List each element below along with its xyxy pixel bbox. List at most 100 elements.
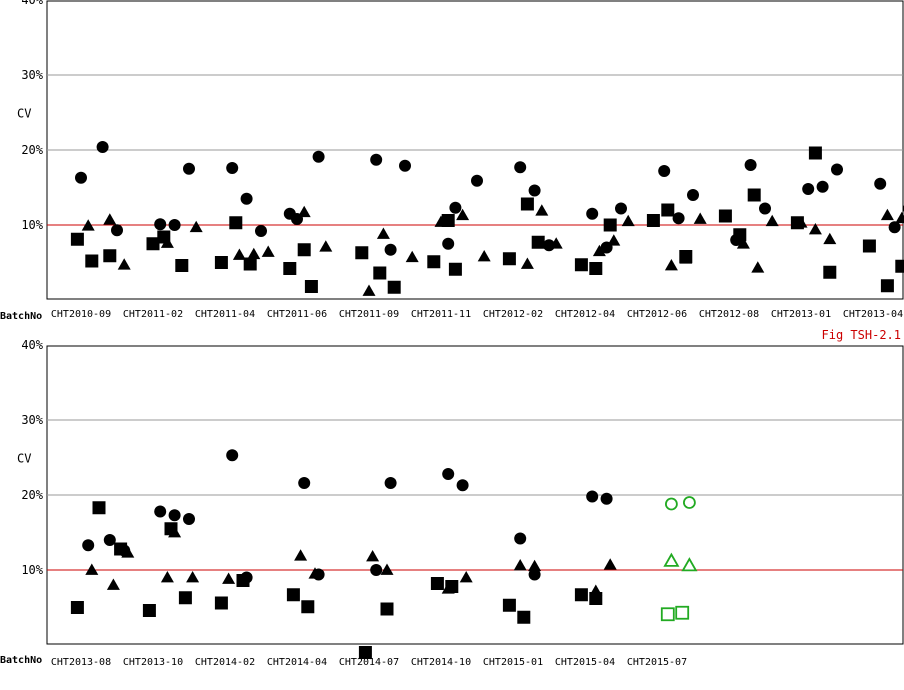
triangle-marker [880,208,894,221]
square-marker [70,232,84,246]
circle-marker [240,192,253,205]
triangle-marker [664,259,678,271]
x-tick-label: CHT2013-10 [123,657,183,668]
circle-marker [370,153,383,166]
circle-marker [384,243,397,256]
circle-marker [528,184,541,197]
square-marker [880,279,894,293]
circle-marker [111,224,123,237]
triangle-marker [222,572,236,584]
circle-marker [82,539,95,552]
chart-panel-1: 40% 30% 20% 10% CV BatchNo CHT2010-09 CHT2011-0… [0,0,904,342]
circle-marker [154,218,167,231]
triangle-marker [895,211,904,224]
triangle-marker [366,550,380,562]
square-marker [283,262,297,275]
circle-marker [399,159,411,172]
y-axis-label: CV [17,452,31,466]
triangle-marker [751,261,765,273]
x-tick-label: CHT2011-04 [195,309,255,320]
circle-marker [384,477,397,489]
circle-marker [298,477,311,489]
square-marker [646,214,660,227]
square-marker [387,280,401,294]
circle-marker [672,212,685,225]
square-marker [448,262,462,276]
square-marker [103,249,117,263]
triangle-marker [603,558,617,570]
square-marker [517,610,531,624]
circle-marker [888,221,901,234]
y-tick-label: 40% [21,0,43,7]
square-marker [243,257,257,271]
circle-marker [658,165,671,177]
y-tick-label: 20% [21,143,43,157]
triangle-marker [186,571,200,583]
square-marker [733,228,747,242]
triangle-marker [297,205,311,218]
square-marker [175,259,189,272]
triangle-marker [808,223,822,235]
square-marker [236,574,250,587]
triangle-marker [117,258,131,270]
circle-marker [226,162,239,174]
square-marker [502,252,516,266]
x-axis-label: BatchNo [0,311,42,322]
square-marker [214,256,228,269]
square-marker [718,209,732,223]
triangle-marker [592,244,606,257]
triangle-marker [189,220,203,233]
triangle-marker [405,250,419,263]
square-marker [146,237,160,251]
x-tick-label: CHT2014-02 [195,657,255,668]
circle-marker [456,479,469,492]
square-marker [430,577,444,590]
circle-marker [802,183,815,195]
square-marker [380,602,394,616]
circle-marker [312,150,325,163]
triangle-marker [376,227,390,239]
triangle-marker [308,567,322,579]
x-tick-label: CHT2014-10 [411,657,471,668]
square-marker [114,542,128,556]
y-axis-label: CV [17,107,31,121]
triangle-marker [736,237,750,249]
square-marker [441,214,455,227]
circle-marker [154,505,167,518]
x-tick-label: CHT2012-08 [699,309,759,320]
square-marker [286,588,300,602]
circle-marker [96,141,109,153]
triangle-marker [693,212,707,224]
square-marker [229,216,243,230]
triangle-marker [103,213,117,225]
triangle-marker [823,232,837,245]
square-marker [304,280,318,293]
x-tick-label: CHT2015-07 [627,657,687,668]
triangle-marker [106,578,120,590]
circle-marker [514,161,527,174]
x-tick-label: CHT2011-06 [267,309,327,320]
square-marker [157,230,171,244]
circle-marker [600,492,613,505]
square-marker [355,246,369,260]
square-marker [574,588,588,602]
circle-marker [183,513,195,525]
triangle-marker [362,284,376,296]
x-tick-label: CHT2014-04 [267,657,327,668]
circle-marker [168,219,181,231]
circle-marker [831,163,843,176]
x-tick-label: CHT2013-01 [771,309,831,320]
circle-marker [75,171,87,184]
x-tick-label: CHT2015-04 [555,657,615,668]
figure-label: Fig TSH-2.1 [822,328,901,342]
x-tick-label: CHT2011-02 [123,309,183,320]
circle-marker [687,189,699,201]
circle-marker [586,207,599,220]
square-marker [661,203,675,217]
square-marker [862,239,876,253]
circle-marker [586,490,599,503]
square-marker [823,265,837,279]
x-tick-label: CHT2013-04 [843,309,903,320]
x-tick-label: CHT2011-09 [339,309,399,320]
circle-marker [816,180,829,193]
